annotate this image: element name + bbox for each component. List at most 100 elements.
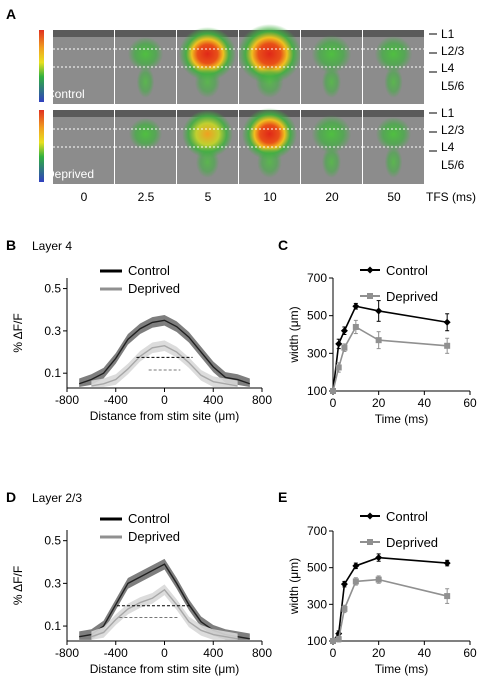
row-label-deprived: Deprived: [46, 167, 94, 181]
data-point: [340, 327, 348, 335]
imaging-frame: [363, 110, 424, 184]
tfs-labels: 0 2.5 5 10 20 50: [81, 190, 401, 204]
profile-line: [91, 588, 238, 640]
layer-label-l56: L5/6: [441, 79, 465, 93]
y-axis-label: % ΔF/F: [11, 313, 25, 352]
y-axis-label: width (μm): [287, 558, 301, 615]
y-tick-label: 0.5: [44, 282, 61, 296]
x-tick-label: -400: [104, 646, 128, 660]
activity-tail: [321, 146, 342, 178]
layer-label-l56: L5/6: [441, 158, 465, 172]
legend-marker: [367, 293, 373, 299]
layer-label-l23: L2/3: [441, 44, 465, 58]
frame-surface-band: [53, 30, 114, 37]
profile-line: [78, 319, 251, 385]
activity-spot: [311, 115, 352, 153]
imaging-grid: [53, 24, 424, 184]
chart-b: -800 -400 0 400 800 0.1 0.3 0.5 Distance from st…: [11, 263, 272, 423]
activity-tail: [195, 146, 220, 178]
legend-marker: [367, 539, 373, 545]
colorbar-control: [39, 30, 44, 102]
frame-surface-band: [363, 110, 424, 117]
legend-marker: [366, 512, 374, 520]
data-point: [375, 554, 383, 562]
data-point: [335, 364, 342, 371]
legend-label: Control: [128, 511, 170, 526]
imaging-frame: [115, 110, 176, 184]
layer-label-l23: L2/3: [441, 123, 465, 137]
x-tick-label: 60: [463, 646, 477, 660]
legend-label: Deprived: [386, 289, 438, 304]
x-tick-label: 20: [372, 646, 386, 660]
y-tick-label: 500: [307, 309, 327, 323]
y-tick-label: 100: [307, 384, 327, 398]
data-point: [330, 638, 336, 644]
series-line: [332, 305, 448, 392]
y-tick-label: 0.1: [44, 619, 61, 633]
legend-label: Control: [128, 263, 170, 278]
x-axis-label: Time (ms): [375, 662, 429, 676]
imaging-frame: [53, 110, 114, 184]
x-tick-label: 40: [418, 396, 432, 410]
tfs-label: 50: [387, 190, 401, 204]
frame-surface-band: [115, 110, 176, 117]
data-point: [375, 307, 383, 315]
legend-label: Deprived: [128, 281, 180, 296]
activity-spot: [127, 37, 164, 71]
frame-surface-band: [363, 30, 424, 37]
x-tick-label: 0: [330, 646, 337, 660]
data-point: [341, 605, 348, 612]
legend-label: Control: [386, 263, 428, 278]
data-point: [340, 580, 348, 588]
imaging-frame: [239, 108, 300, 184]
data-point: [352, 562, 360, 570]
layer-labels-control: L1 L2/3 L4 L5/6: [429, 27, 465, 93]
x-tick-label: 400: [203, 646, 223, 660]
data-point: [444, 342, 451, 349]
x-axis-label: Distance from stim site (μm): [90, 662, 240, 676]
data-point: [444, 593, 451, 600]
frame-surface-band: [53, 110, 114, 117]
x-tick-label: 0: [161, 393, 168, 407]
y-tick-label: 700: [307, 524, 327, 538]
panel-d-title: Layer 2/3: [32, 491, 82, 505]
imaging-frame: [53, 30, 114, 104]
legend-label: Deprived: [128, 529, 180, 544]
y-tick-label: 500: [307, 561, 327, 575]
imaging-frame: [363, 30, 424, 104]
data-point: [335, 636, 342, 643]
data-point: [375, 576, 382, 583]
tfs-axis-label: TFS (ms): [426, 190, 476, 204]
x-tick-label: 0: [330, 396, 337, 410]
panel-b-title: Layer 4: [32, 239, 72, 253]
legend-marker: [366, 266, 374, 274]
tfs-label: 20: [325, 190, 339, 204]
activity-tail: [321, 66, 342, 98]
x-tick-label: 60: [463, 396, 477, 410]
legend-label: Control: [386, 509, 428, 524]
imaging-frame: [301, 30, 362, 104]
imaging-frame: [237, 24, 302, 104]
sem-band: [91, 584, 238, 640]
data-point: [341, 344, 348, 351]
series-line: [332, 578, 448, 642]
activity-spot: [128, 118, 163, 150]
x-tick-label: 40: [418, 646, 432, 660]
activity-spot: [311, 35, 352, 73]
y-tick-label: 100: [307, 634, 327, 648]
layer-label-l4: L4: [441, 140, 455, 154]
y-tick-label: 0.1: [44, 366, 61, 380]
sem-band: [79, 315, 250, 387]
activity-tail: [194, 66, 221, 98]
x-tick-label: 800: [252, 393, 272, 407]
data-point: [352, 302, 360, 310]
chart-c: 0 20 40 60 100 300 500 700 Time (ms) width (μm) Co…: [287, 263, 477, 426]
x-tick-label: -400: [104, 393, 128, 407]
profile-line: [91, 344, 238, 387]
chart-d: -800 -400 0 400 800 0.1 0.3 0.5 Distance from st…: [11, 511, 272, 676]
row-label-control: Control: [46, 87, 85, 101]
y-tick-label: 300: [307, 597, 327, 611]
imaging-frame: [177, 110, 238, 184]
activity-tail: [257, 146, 282, 178]
